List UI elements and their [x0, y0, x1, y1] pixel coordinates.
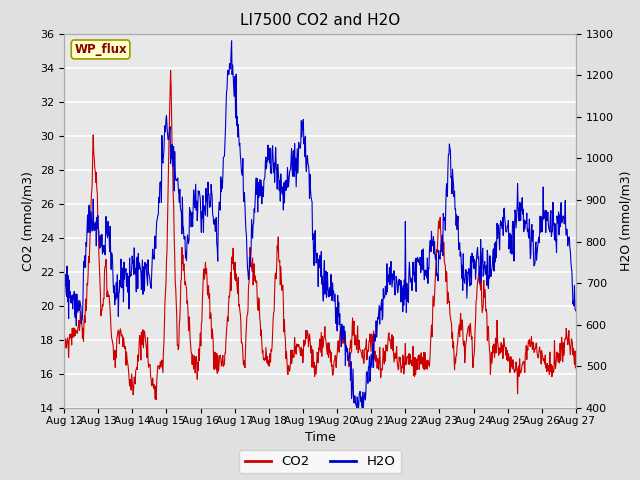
Title: LI7500 CO2 and H2O: LI7500 CO2 and H2O — [240, 13, 400, 28]
Y-axis label: CO2 (mmol/m3): CO2 (mmol/m3) — [22, 171, 35, 271]
Legend: CO2, H2O: CO2, H2O — [239, 450, 401, 473]
Y-axis label: H2O (mmol/m3): H2O (mmol/m3) — [620, 170, 632, 271]
X-axis label: Time: Time — [305, 431, 335, 444]
Text: WP_flux: WP_flux — [74, 43, 127, 56]
